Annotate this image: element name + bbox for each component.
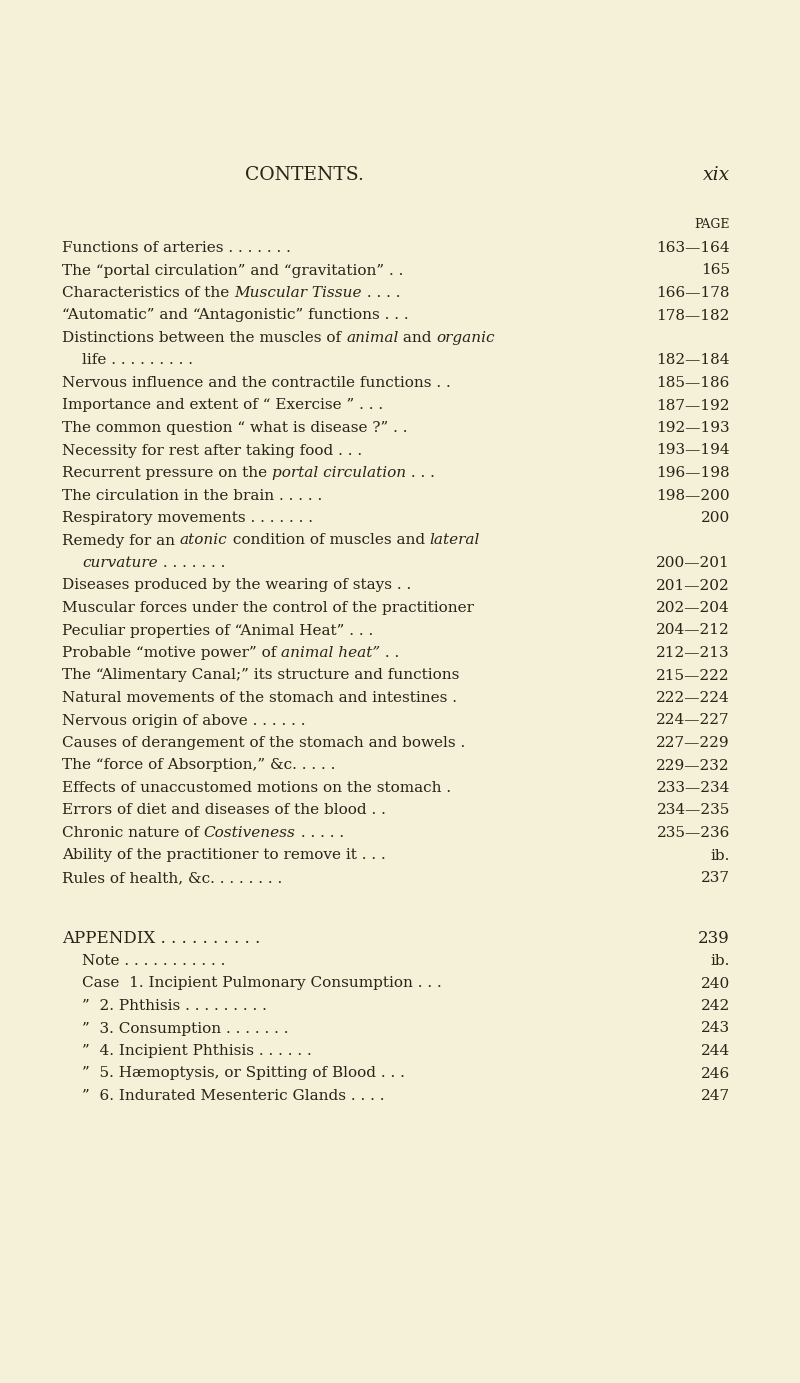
Text: lateral: lateral bbox=[430, 534, 480, 548]
Text: The “force of Absorption,” &c. . . . .: The “force of Absorption,” &c. . . . . bbox=[62, 758, 335, 773]
Text: ”  5. Hæmoptysis, or Spitting of Blood . . .: ” 5. Hæmoptysis, or Spitting of Blood . … bbox=[82, 1066, 405, 1080]
Text: 246: 246 bbox=[701, 1066, 730, 1080]
Text: 244: 244 bbox=[701, 1044, 730, 1058]
Text: 163—164: 163—164 bbox=[656, 241, 730, 254]
Text: Functions of arteries . . . . . . .: Functions of arteries . . . . . . . bbox=[62, 241, 291, 254]
Text: Muscular forces under the control of the practitioner: Muscular forces under the control of the… bbox=[62, 602, 474, 615]
Text: APPENDIX . . . . . . . . . .: APPENDIX . . . . . . . . . . bbox=[62, 929, 260, 947]
Text: Effects of unaccustomed motions on the stomach .: Effects of unaccustomed motions on the s… bbox=[62, 781, 451, 795]
Text: organic: organic bbox=[437, 331, 495, 344]
Text: ”  2. Phthisis . . . . . . . . .: ” 2. Phthisis . . . . . . . . . bbox=[82, 999, 267, 1012]
Text: and: and bbox=[398, 331, 437, 344]
Text: 204—212: 204—212 bbox=[656, 624, 730, 638]
Text: 193—194: 193—194 bbox=[656, 444, 730, 458]
Text: 247: 247 bbox=[701, 1088, 730, 1104]
Text: Characteristics of the: Characteristics of the bbox=[62, 286, 234, 300]
Text: Chronic nature of: Chronic nature of bbox=[62, 826, 204, 839]
Text: animal: animal bbox=[346, 331, 398, 344]
Text: atonic: atonic bbox=[180, 534, 227, 548]
Text: xix: xix bbox=[702, 166, 730, 184]
Text: The common question “ what is disease ?” . .: The common question “ what is disease ?”… bbox=[62, 420, 407, 436]
Text: Necessity for rest after taking food . . .: Necessity for rest after taking food . .… bbox=[62, 444, 362, 458]
Text: The “Alimentary Canal;” its structure and functions: The “Alimentary Canal;” its structure an… bbox=[62, 668, 459, 682]
Text: 196—198: 196—198 bbox=[656, 466, 730, 480]
Text: Peculiar properties of “Animal Heat” . . .: Peculiar properties of “Animal Heat” . .… bbox=[62, 624, 374, 638]
Text: 224—227: 224—227 bbox=[656, 714, 730, 727]
Text: 165: 165 bbox=[701, 264, 730, 278]
Text: ”  3. Consumption . . . . . . .: ” 3. Consumption . . . . . . . bbox=[82, 1022, 289, 1036]
Text: 192—193: 192—193 bbox=[656, 420, 730, 436]
Text: Recurrent pressure on the: Recurrent pressure on the bbox=[62, 466, 272, 480]
Text: 212—213: 212—213 bbox=[656, 646, 730, 660]
Text: 187—192: 187—192 bbox=[657, 398, 730, 412]
Text: Diseases produced by the wearing of stays . .: Diseases produced by the wearing of stay… bbox=[62, 578, 411, 592]
Text: 201—202: 201—202 bbox=[656, 578, 730, 592]
Text: 237: 237 bbox=[701, 871, 730, 885]
Text: Ability of the practitioner to remove it . . .: Ability of the practitioner to remove it… bbox=[62, 849, 386, 863]
Text: Costiveness: Costiveness bbox=[204, 826, 296, 839]
Text: 240: 240 bbox=[701, 976, 730, 990]
Text: 166—178: 166—178 bbox=[657, 286, 730, 300]
Text: 182—184: 182—184 bbox=[657, 354, 730, 368]
Text: condition of muscles and: condition of muscles and bbox=[227, 534, 430, 548]
Text: ”  6. Indurated Mesenteric Glands . . . .: ” 6. Indurated Mesenteric Glands . . . . bbox=[82, 1088, 385, 1104]
Text: 233—234: 233—234 bbox=[657, 781, 730, 795]
Text: CONTENTS.: CONTENTS. bbox=[245, 166, 363, 184]
Text: Muscular Tissue: Muscular Tissue bbox=[234, 286, 362, 300]
Text: ib.: ib. bbox=[710, 954, 730, 968]
Text: Nervous origin of above . . . . . .: Nervous origin of above . . . . . . bbox=[62, 714, 306, 727]
Text: 239: 239 bbox=[698, 929, 730, 947]
Text: 242: 242 bbox=[701, 999, 730, 1012]
Text: Errors of diet and diseases of the blood . .: Errors of diet and diseases of the blood… bbox=[62, 804, 386, 817]
Text: . .: . . bbox=[380, 646, 400, 660]
Text: Probable “motive power” of: Probable “motive power” of bbox=[62, 646, 282, 660]
Text: 178—182: 178—182 bbox=[657, 308, 730, 322]
Text: Note . . . . . . . . . . .: Note . . . . . . . . . . . bbox=[82, 954, 226, 968]
Text: Remedy for an: Remedy for an bbox=[62, 534, 180, 548]
Text: Causes of derangement of the stomach and bowels .: Causes of derangement of the stomach and… bbox=[62, 736, 466, 750]
Text: life . . . . . . . . .: life . . . . . . . . . bbox=[82, 354, 193, 368]
Text: ib.: ib. bbox=[710, 849, 730, 863]
Text: The circulation in the brain . . . . .: The circulation in the brain . . . . . bbox=[62, 488, 322, 502]
Text: Case  1. Incipient Pulmonary Consumption . . .: Case 1. Incipient Pulmonary Consumption … bbox=[82, 976, 442, 990]
Text: 185—186: 185—186 bbox=[657, 376, 730, 390]
Text: portal circulation: portal circulation bbox=[272, 466, 406, 480]
Text: . . . .: . . . . bbox=[362, 286, 400, 300]
Text: 198—200: 198—200 bbox=[656, 488, 730, 502]
Text: 202—204: 202—204 bbox=[656, 602, 730, 615]
Text: 243: 243 bbox=[701, 1022, 730, 1036]
Text: Nervous influence and the contractile functions . .: Nervous influence and the contractile fu… bbox=[62, 376, 450, 390]
Text: . . . . . . .: . . . . . . . bbox=[158, 556, 225, 570]
Text: 200—201: 200—201 bbox=[656, 556, 730, 570]
Text: 234—235: 234—235 bbox=[657, 804, 730, 817]
Text: Natural movements of the stomach and intestines .: Natural movements of the stomach and int… bbox=[62, 692, 457, 705]
Text: ”  4. Incipient Phthisis . . . . . .: ” 4. Incipient Phthisis . . . . . . bbox=[82, 1044, 312, 1058]
Text: 227—229: 227—229 bbox=[656, 736, 730, 750]
Text: 235—236: 235—236 bbox=[657, 826, 730, 839]
Text: 215—222: 215—222 bbox=[656, 668, 730, 682]
Text: 229—232: 229—232 bbox=[656, 758, 730, 773]
Text: 200: 200 bbox=[701, 510, 730, 526]
Text: 222—224: 222—224 bbox=[656, 692, 730, 705]
Text: Rules of health, &c. . . . . . . .: Rules of health, &c. . . . . . . . bbox=[62, 871, 282, 885]
Text: Respiratory movements . . . . . . .: Respiratory movements . . . . . . . bbox=[62, 510, 313, 526]
Text: Distinctions between the muscles of: Distinctions between the muscles of bbox=[62, 331, 346, 344]
Text: . . . . .: . . . . . bbox=[296, 826, 344, 839]
Text: The “portal circulation” and “gravitation” . .: The “portal circulation” and “gravitatio… bbox=[62, 264, 403, 278]
Text: animal heat”: animal heat” bbox=[282, 646, 380, 660]
Text: Importance and extent of “ Exercise ” . . .: Importance and extent of “ Exercise ” . … bbox=[62, 398, 383, 412]
Text: curvature: curvature bbox=[82, 556, 158, 570]
Text: “Automatic” and “Antagonistic” functions . . .: “Automatic” and “Antagonistic” functions… bbox=[62, 308, 409, 322]
Text: PAGE: PAGE bbox=[694, 219, 730, 231]
Text: . . .: . . . bbox=[406, 466, 435, 480]
